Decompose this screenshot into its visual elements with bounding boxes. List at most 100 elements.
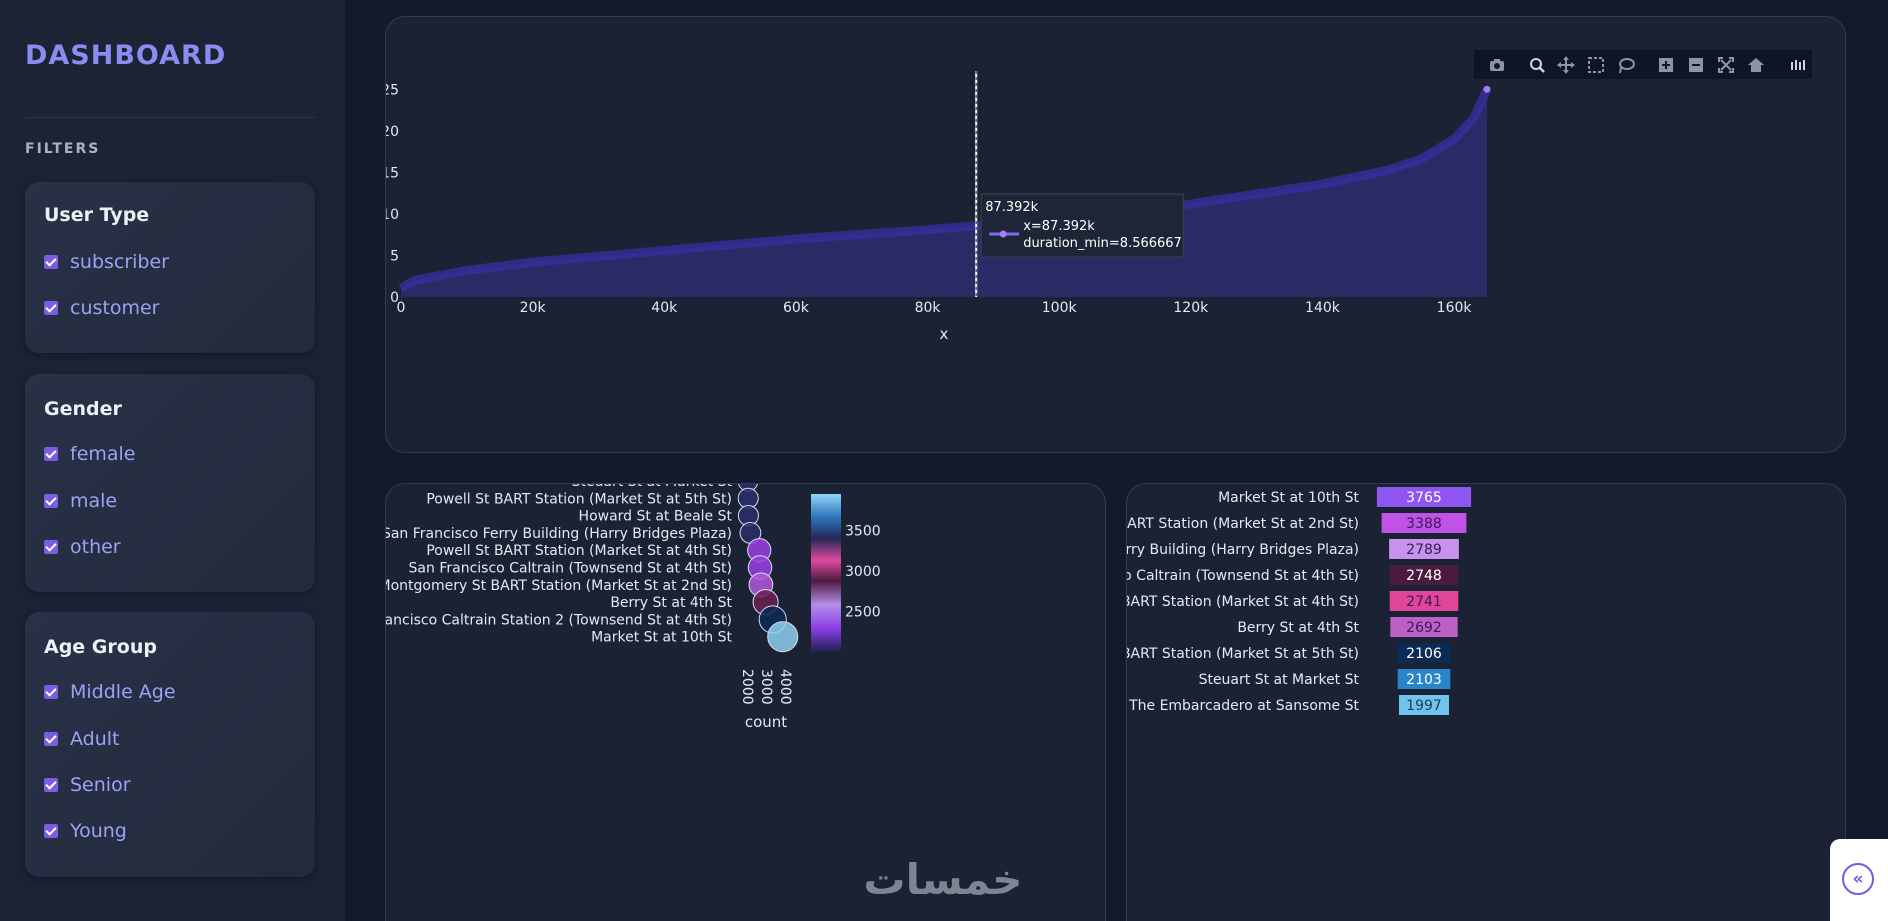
filter-card-user-type: User Type subscriber customer: [25, 182, 315, 353]
y-tick-label: Howard St at Beale St: [579, 509, 733, 525]
x-tick-label: 0: [397, 300, 406, 316]
checkbox-checked-icon[interactable]: [44, 685, 58, 699]
data-label: 3388: [1406, 516, 1442, 532]
pan-icon[interactable]: [1557, 56, 1575, 74]
y-tick-label: The Embarcadero at Sansome St: [1128, 698, 1359, 714]
y-tick-label: 5: [390, 248, 399, 264]
sidebar-divider: [25, 117, 315, 118]
data-label: 2103: [1406, 672, 1442, 688]
data-point: [767, 621, 799, 653]
data-label: 2789: [1406, 542, 1442, 558]
lasso-select-icon[interactable]: [1617, 56, 1635, 74]
filter-option-label: male: [70, 490, 118, 512]
filter-card-age-group: Age Group Middle Age Adult Senior Young: [25, 612, 315, 877]
filter-option-senior[interactable]: Senior: [44, 773, 131, 797]
data-label: 2741: [1406, 594, 1442, 610]
filter-card-title: User Type: [44, 204, 150, 226]
y-tick-label: Powell St BART Station (Market St at 5th…: [426, 491, 732, 507]
filter-card-gender: Gender female male other: [25, 374, 315, 592]
filter-option-customer[interactable]: customer: [44, 296, 159, 320]
x-tick-label: 40k: [651, 300, 678, 316]
x-tick-label: 80k: [915, 300, 942, 316]
data-label: 2106: [1406, 646, 1442, 662]
y-tick-label: San Francisco Caltrain (Townsend St at 4…: [409, 561, 732, 577]
data-label: 3765: [1406, 490, 1442, 506]
box-select-icon[interactable]: [1587, 56, 1605, 74]
zoom-icon[interactable]: [1528, 56, 1546, 74]
zoom-out-icon[interactable]: [1687, 56, 1705, 74]
end-station-chart-panel: San Francisco Caltrain Station 2 (Townse…: [1126, 483, 1846, 921]
x-tick-label: 100k: [1042, 300, 1078, 316]
collapse-panel-button[interactable]: «: [1830, 839, 1888, 921]
x-axis-label: x: [940, 325, 949, 343]
bar: [1389, 565, 1459, 585]
filter-option-other[interactable]: other: [44, 535, 121, 559]
filter-option-adult[interactable]: Adult: [44, 727, 120, 751]
x-tick-label: 3000: [758, 669, 774, 705]
colorbar-tick-label: 3500: [845, 523, 881, 539]
data-label: 1997: [1406, 698, 1442, 714]
x-tick-label: 140k: [1305, 300, 1341, 316]
hover-legend-dot: [999, 230, 1007, 238]
y-tick-label: San Francisco Caltrain Station 2 (Townse…: [386, 612, 732, 628]
checkbox-checked-icon[interactable]: [44, 540, 58, 554]
checkbox-checked-icon[interactable]: [44, 732, 58, 746]
filters-label: FILTERS: [25, 141, 101, 157]
reset-axes-icon[interactable]: [1747, 56, 1765, 74]
checkbox-checked-icon[interactable]: [44, 494, 58, 508]
data-label: 2692: [1406, 620, 1442, 636]
sidebar: DASHBOARD FILTERS User Type subscriber c…: [0, 0, 345, 921]
y-tick-label: Market St at 10th St: [1218, 490, 1359, 506]
zoom-in-icon[interactable]: [1657, 56, 1675, 74]
colorbar-tick-label: 2500: [845, 604, 881, 620]
checkbox-checked-icon[interactable]: [44, 824, 58, 838]
y-tick-label: San Francisco Caltrain (Townsend St at 4…: [1127, 568, 1359, 584]
filter-option-female[interactable]: female: [44, 442, 136, 466]
filter-option-label: subscriber: [70, 251, 169, 273]
filter-option-label: Adult: [70, 728, 120, 750]
checkbox-checked-icon[interactable]: [44, 447, 58, 461]
bar: [1376, 487, 1472, 507]
double-chevron-left-icon: «: [1842, 863, 1874, 895]
start-station-chart-panel: Steuart St at Market StPowell St BART St…: [385, 483, 1106, 921]
plotly-modebar: [1474, 50, 1812, 79]
start-station-scatter-chart[interactable]: Steuart St at Market StPowell St BART St…: [386, 484, 1106, 921]
autoscale-icon[interactable]: [1717, 56, 1735, 74]
y-tick-label: San Francisco Ferry Building (Harry Brid…: [386, 526, 732, 542]
plotly-logo-icon[interactable]: [1788, 56, 1806, 74]
data-point: [1483, 85, 1491, 93]
filter-option-label: Young: [70, 820, 127, 842]
y-tick-label: Steuart St at Market St: [1199, 672, 1360, 688]
bar: [1399, 695, 1449, 715]
y-tick-label: Steuart St at Market St: [572, 484, 733, 490]
y-tick-label: Powell St BART Station (Market St at 4th…: [1127, 594, 1359, 610]
x-tick-label: 120k: [1173, 300, 1209, 316]
hover-line-2: duration_min=8.566667: [1023, 236, 1182, 251]
hover-header: 87.392k: [985, 200, 1038, 215]
x-tick-label: 2000: [739, 669, 755, 705]
filter-option-young[interactable]: Young: [44, 819, 127, 843]
bar: [1390, 617, 1458, 637]
checkbox-checked-icon[interactable]: [44, 255, 58, 269]
y-tick-label: Powell St BART Station (Market St at 5th…: [1127, 646, 1359, 662]
x-axis-label: count: [745, 713, 787, 731]
x-tick-label: 4000: [777, 669, 793, 705]
y-tick-label: Berry St at 4th St: [610, 595, 732, 611]
duration-area-chart[interactable]: 0 5 10 15 20 25 0 20k 40k 60k 80k 100k 120k 140k 160k x…: [386, 17, 1846, 453]
y-tick-label: 15: [386, 165, 399, 181]
hover-line-1: x=87.392k: [1023, 219, 1095, 234]
camera-icon[interactable]: [1488, 56, 1506, 74]
checkbox-checked-icon[interactable]: [44, 301, 58, 315]
filter-option-middle-age[interactable]: Middle Age: [44, 680, 176, 704]
filter-card-title: Gender: [44, 398, 122, 420]
filter-option-subscriber[interactable]: subscriber: [44, 250, 169, 274]
filter-option-label: female: [70, 443, 136, 465]
y-tick-label: 25: [386, 82, 399, 98]
end-station-bar-chart[interactable]: San Francisco Caltrain Station 2 (Townse…: [1127, 484, 1846, 921]
y-tick-label: Montgomery St BART Station (Market St at…: [386, 578, 732, 594]
bar: [1381, 513, 1467, 533]
y-tick-label: Market St at 10th St: [591, 630, 732, 646]
filter-option-male[interactable]: male: [44, 489, 117, 513]
checkbox-checked-icon[interactable]: [44, 778, 58, 792]
x-tick-label: 60k: [783, 300, 810, 316]
